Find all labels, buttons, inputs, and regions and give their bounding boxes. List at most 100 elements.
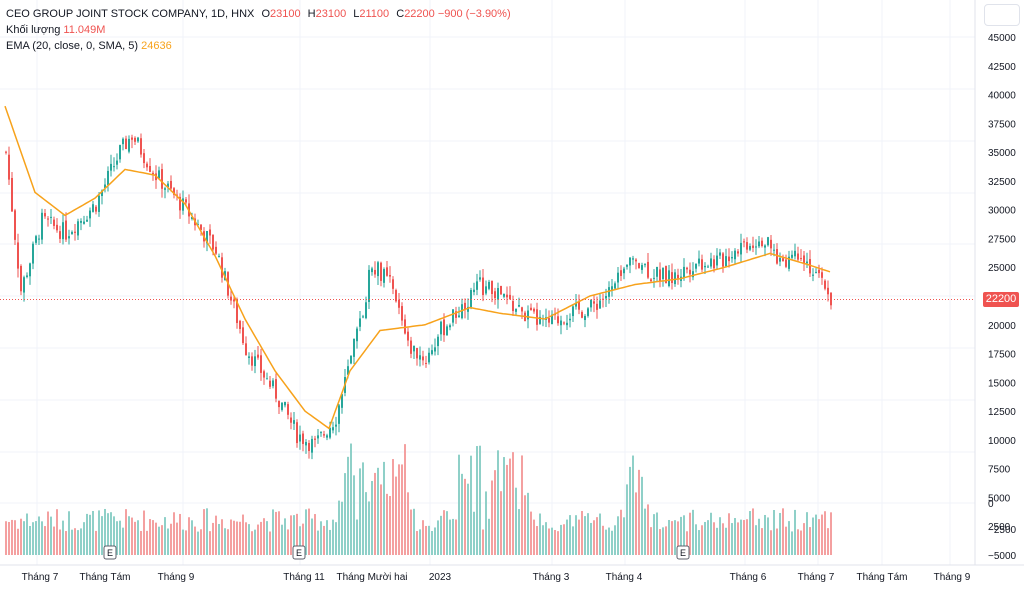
candle-body [725,256,727,267]
volume-bar [548,528,550,555]
candle-body [572,306,574,317]
candle-body [503,293,505,297]
legend-low-label: L [353,8,360,20]
candle-body [359,318,361,327]
candle-body [335,424,337,427]
volume-bar [29,526,31,555]
candle-body [539,316,541,324]
candle-body [167,183,169,188]
candle-body [125,138,127,150]
time-axis-label: Tháng 3 [533,572,570,583]
volume-bar [131,517,133,555]
candle-body [482,277,484,296]
volume-bar [353,475,355,555]
volume-bar [77,530,79,555]
candle-body [254,356,256,367]
volume-bar [44,526,46,555]
volume-bar [821,514,823,555]
volume-bar [722,523,724,555]
candle-body [182,198,184,211]
price-tick-label: 25000 [988,263,1016,274]
volume-bar [527,492,529,555]
time-axis-label: Tháng 7 [22,572,59,583]
candle-body [743,241,745,243]
candle-body [464,302,466,310]
candle-body [197,224,199,226]
volume-bar [263,518,265,555]
volume-bar [326,520,328,555]
event-marker-label: E [296,548,302,558]
volume-bar [62,520,64,555]
volume-bar [473,511,475,555]
candle-body [257,354,259,358]
time-axis-label: Tháng 6 [730,572,767,583]
chart-settings-box[interactable] [984,4,1020,26]
volume-bar [629,466,631,555]
volume-bar [485,491,487,555]
candle-body [83,221,85,224]
volume-bar [443,510,445,555]
volume-bar [812,517,814,555]
volume-bar [323,525,325,555]
volume-bar [653,514,655,555]
candle-body [290,417,292,423]
volume-bar [167,528,169,555]
volume-bar [773,510,775,555]
candle-body [431,350,433,355]
volume-bar [770,530,772,555]
volume-bar [422,520,424,555]
volume-bar [314,514,316,555]
volume-bar [476,446,478,555]
time-axis-label: Tháng Tám [80,572,131,583]
candle-body [281,402,283,410]
candle-body [527,310,529,320]
candle-body [242,327,244,344]
candle-body [437,336,439,347]
candle-body [380,262,382,281]
candle-body [716,255,718,266]
legend-open: 23100 [270,8,301,20]
candle-body [626,265,628,267]
volume-bar [122,527,124,555]
candle-body [29,263,31,277]
price-tick-label: 15000 [988,378,1016,389]
volume-bar [437,520,439,555]
volume-bar [506,464,508,555]
candle-body [92,204,94,212]
candle-body [470,290,472,308]
volume-bar [206,508,208,555]
volume-bar [272,509,274,555]
volume-bar [698,530,700,555]
volume-bar [110,512,112,555]
candle-body [809,259,811,274]
volume-bar [59,529,61,555]
volume-bar [278,511,280,555]
candle-body [23,277,25,293]
candle-body [236,299,238,324]
volume-bar [575,515,577,555]
candle-body [749,246,751,250]
candle-body [95,206,97,212]
candle-body [644,264,646,266]
candle-body [122,138,124,145]
volume-bar [635,492,637,555]
volume-bar [686,531,688,555]
candle-body [353,338,355,357]
volume-bar [530,511,532,555]
candle-body [551,314,553,325]
volume-bar [479,445,481,555]
candle-body [515,308,517,312]
volume-bar [659,529,661,555]
price-tick-label: 32500 [988,177,1016,188]
legend-high: 23100 [315,8,347,20]
volume-bar [83,522,85,555]
candle-body [569,318,571,321]
volume-bar [269,531,271,555]
volume-bar [740,519,742,555]
volume-bar [434,527,436,555]
volume-bar [707,520,709,555]
candle-body [587,308,589,316]
volume-bar [176,522,178,555]
